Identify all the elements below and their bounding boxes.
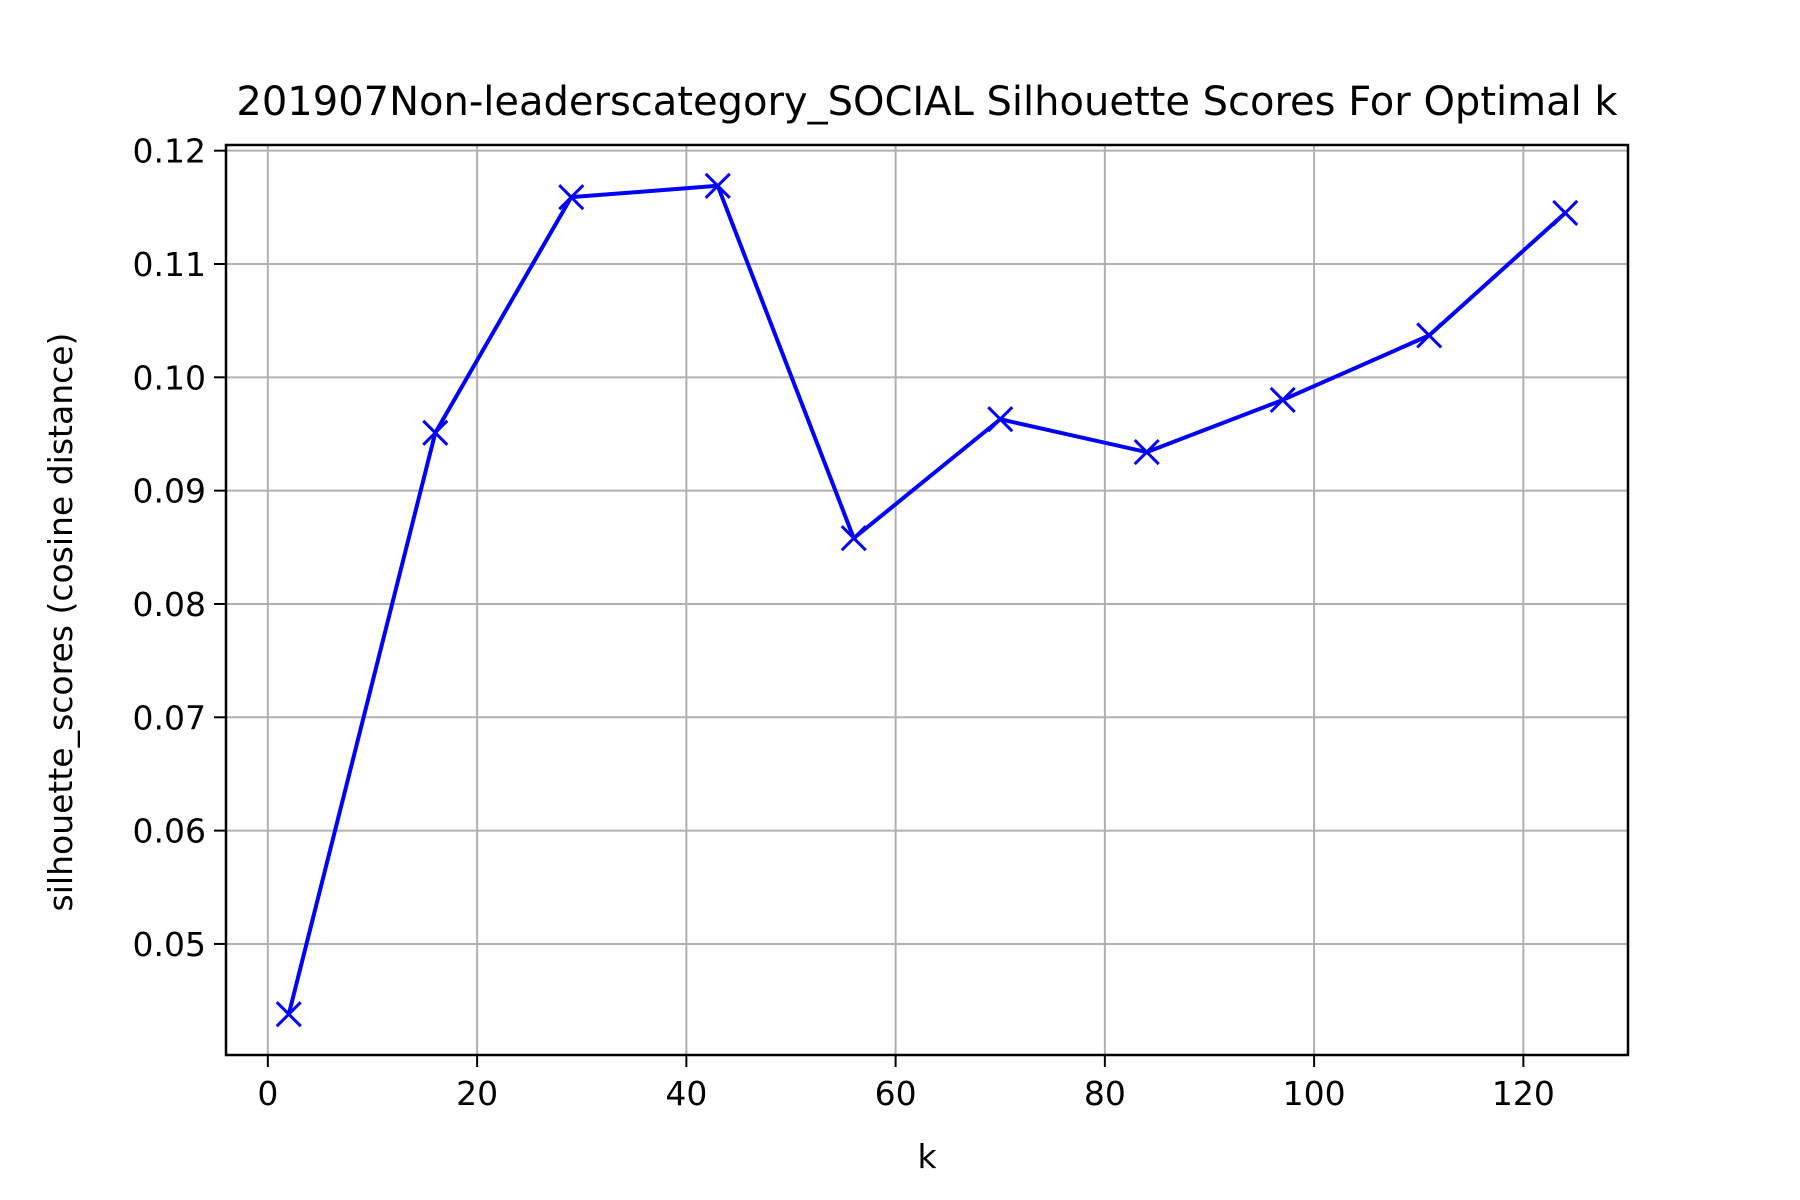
data-point-marker	[704, 172, 731, 199]
data-point-marker	[987, 406, 1014, 433]
axis-ticks: 0 20 40 60 80 100 120 0.05 0.06 0.07 0.08 0.09 0.10 0…	[133, 132, 1555, 1113]
plot-frame	[224, 143, 1630, 1057]
y-tick-label: 0.05	[133, 925, 206, 964]
data-point-marker	[1133, 439, 1160, 466]
data-point-marker	[1416, 322, 1443, 349]
data-series	[275, 172, 1579, 1028]
y-tick-label: 0.06	[133, 812, 206, 851]
y-tick-label: 0.08	[133, 585, 206, 624]
x-tick-label: 100	[1283, 1074, 1346, 1113]
data-point-marker	[422, 419, 449, 446]
y-tick-label: 0.07	[133, 698, 206, 737]
data-point-marker	[840, 525, 867, 552]
x-tick-label: 0	[257, 1074, 278, 1113]
data-point-marker	[558, 184, 585, 211]
data-point-marker	[275, 1001, 302, 1028]
y-tick-label: 0.11	[133, 245, 206, 284]
y-tick-label: 0.09	[133, 472, 206, 511]
data-point-marker	[1269, 386, 1296, 414]
chart-title: 201907Non-leaderscategory_SOCIAL Silhoue…	[236, 79, 1618, 125]
data-point-marker	[1552, 199, 1579, 227]
x-axis-label: k	[917, 1137, 937, 1176]
x-tick-label: 40	[665, 1074, 707, 1113]
x-tick-label: 80	[1084, 1074, 1126, 1113]
x-tick-label: 20	[456, 1074, 498, 1113]
x-tick-label: 60	[875, 1074, 917, 1113]
y-axis-label: silhouette_scores (cosine distance)	[41, 333, 80, 912]
series-line	[286, 183, 1567, 1015]
x-tick-label: 120	[1492, 1074, 1555, 1113]
y-tick-label: 0.12	[133, 132, 206, 171]
grid-lines	[226, 145, 1628, 1055]
y-tick-label: 0.10	[133, 358, 206, 397]
